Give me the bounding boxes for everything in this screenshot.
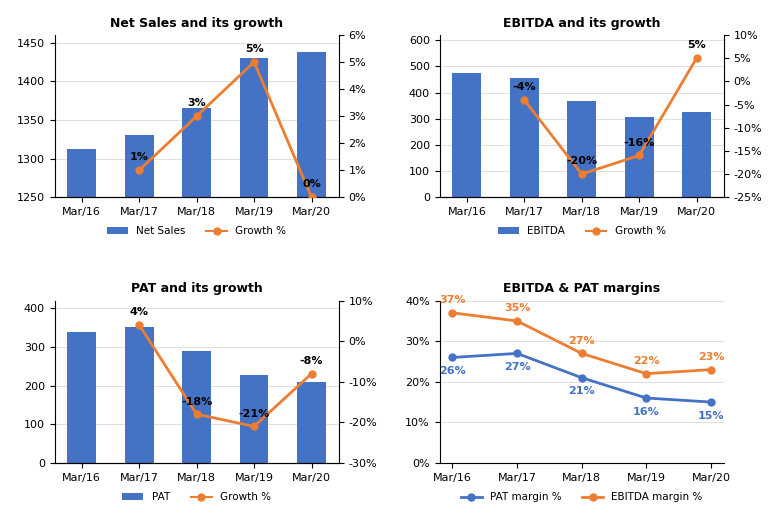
Text: 23%: 23% [698, 352, 724, 362]
Bar [567, 101, 596, 197]
Line: EBITDA margin %: EBITDA margin % [449, 310, 714, 377]
Bar [682, 112, 711, 197]
PAT margin % [513, 350, 522, 357]
Bar [182, 108, 211, 530]
Bar [297, 52, 326, 530]
Text: 0%: 0% [302, 180, 321, 189]
EBITDA margin % [513, 318, 522, 324]
PAT margin % [642, 395, 651, 401]
Text: 27%: 27% [504, 362, 530, 372]
Text: 35%: 35% [504, 303, 530, 313]
Bar [625, 117, 654, 197]
Title: Net Sales and its growth: Net Sales and its growth [110, 16, 284, 30]
PAT margin % [448, 354, 457, 360]
EBITDA margin % [707, 366, 716, 373]
Bar [240, 375, 269, 463]
Text: 21%: 21% [569, 386, 595, 396]
Bar [68, 148, 96, 530]
Bar [125, 135, 153, 530]
Text: 3%: 3% [187, 99, 206, 108]
Text: -16%: -16% [623, 138, 655, 148]
Text: 5%: 5% [687, 40, 706, 50]
Legend: Net Sales, Growth %: Net Sales, Growth % [103, 222, 291, 241]
Legend: EBITDA, Growth %: EBITDA, Growth % [494, 222, 670, 241]
Text: 26%: 26% [439, 366, 466, 376]
EBITDA margin % [448, 310, 457, 316]
Text: -20%: -20% [566, 156, 597, 166]
Text: 5%: 5% [245, 45, 263, 54]
Bar [125, 326, 153, 463]
Bar [510, 78, 538, 197]
Bar [453, 73, 481, 197]
PAT margin % [707, 399, 716, 405]
Text: -8%: -8% [300, 356, 323, 366]
Line: PAT margin %: PAT margin % [449, 350, 714, 405]
Title: PAT and its growth: PAT and its growth [131, 282, 263, 295]
PAT margin % [577, 375, 587, 381]
Legend: PAT margin %, EBITDA margin %: PAT margin %, EBITDA margin % [456, 488, 707, 506]
Text: 15%: 15% [698, 411, 724, 421]
Text: 27%: 27% [569, 335, 595, 346]
Title: EBITDA & PAT margins: EBITDA & PAT margins [503, 282, 661, 295]
Title: EBITDA and its growth: EBITDA and its growth [503, 16, 661, 30]
Text: -18%: -18% [181, 396, 213, 407]
Text: -4%: -4% [513, 82, 536, 92]
Text: 22%: 22% [633, 356, 660, 366]
Bar [182, 351, 211, 463]
Text: 37%: 37% [439, 295, 466, 305]
Legend: PAT, Growth %: PAT, Growth % [118, 488, 275, 506]
Text: 1%: 1% [130, 153, 149, 162]
EBITDA margin % [577, 350, 587, 357]
Bar [297, 382, 326, 463]
Text: -21%: -21% [238, 409, 270, 419]
Bar [240, 58, 269, 530]
EBITDA margin % [642, 370, 651, 377]
Bar [68, 332, 96, 463]
Text: 16%: 16% [633, 407, 660, 417]
Text: 4%: 4% [130, 307, 149, 317]
